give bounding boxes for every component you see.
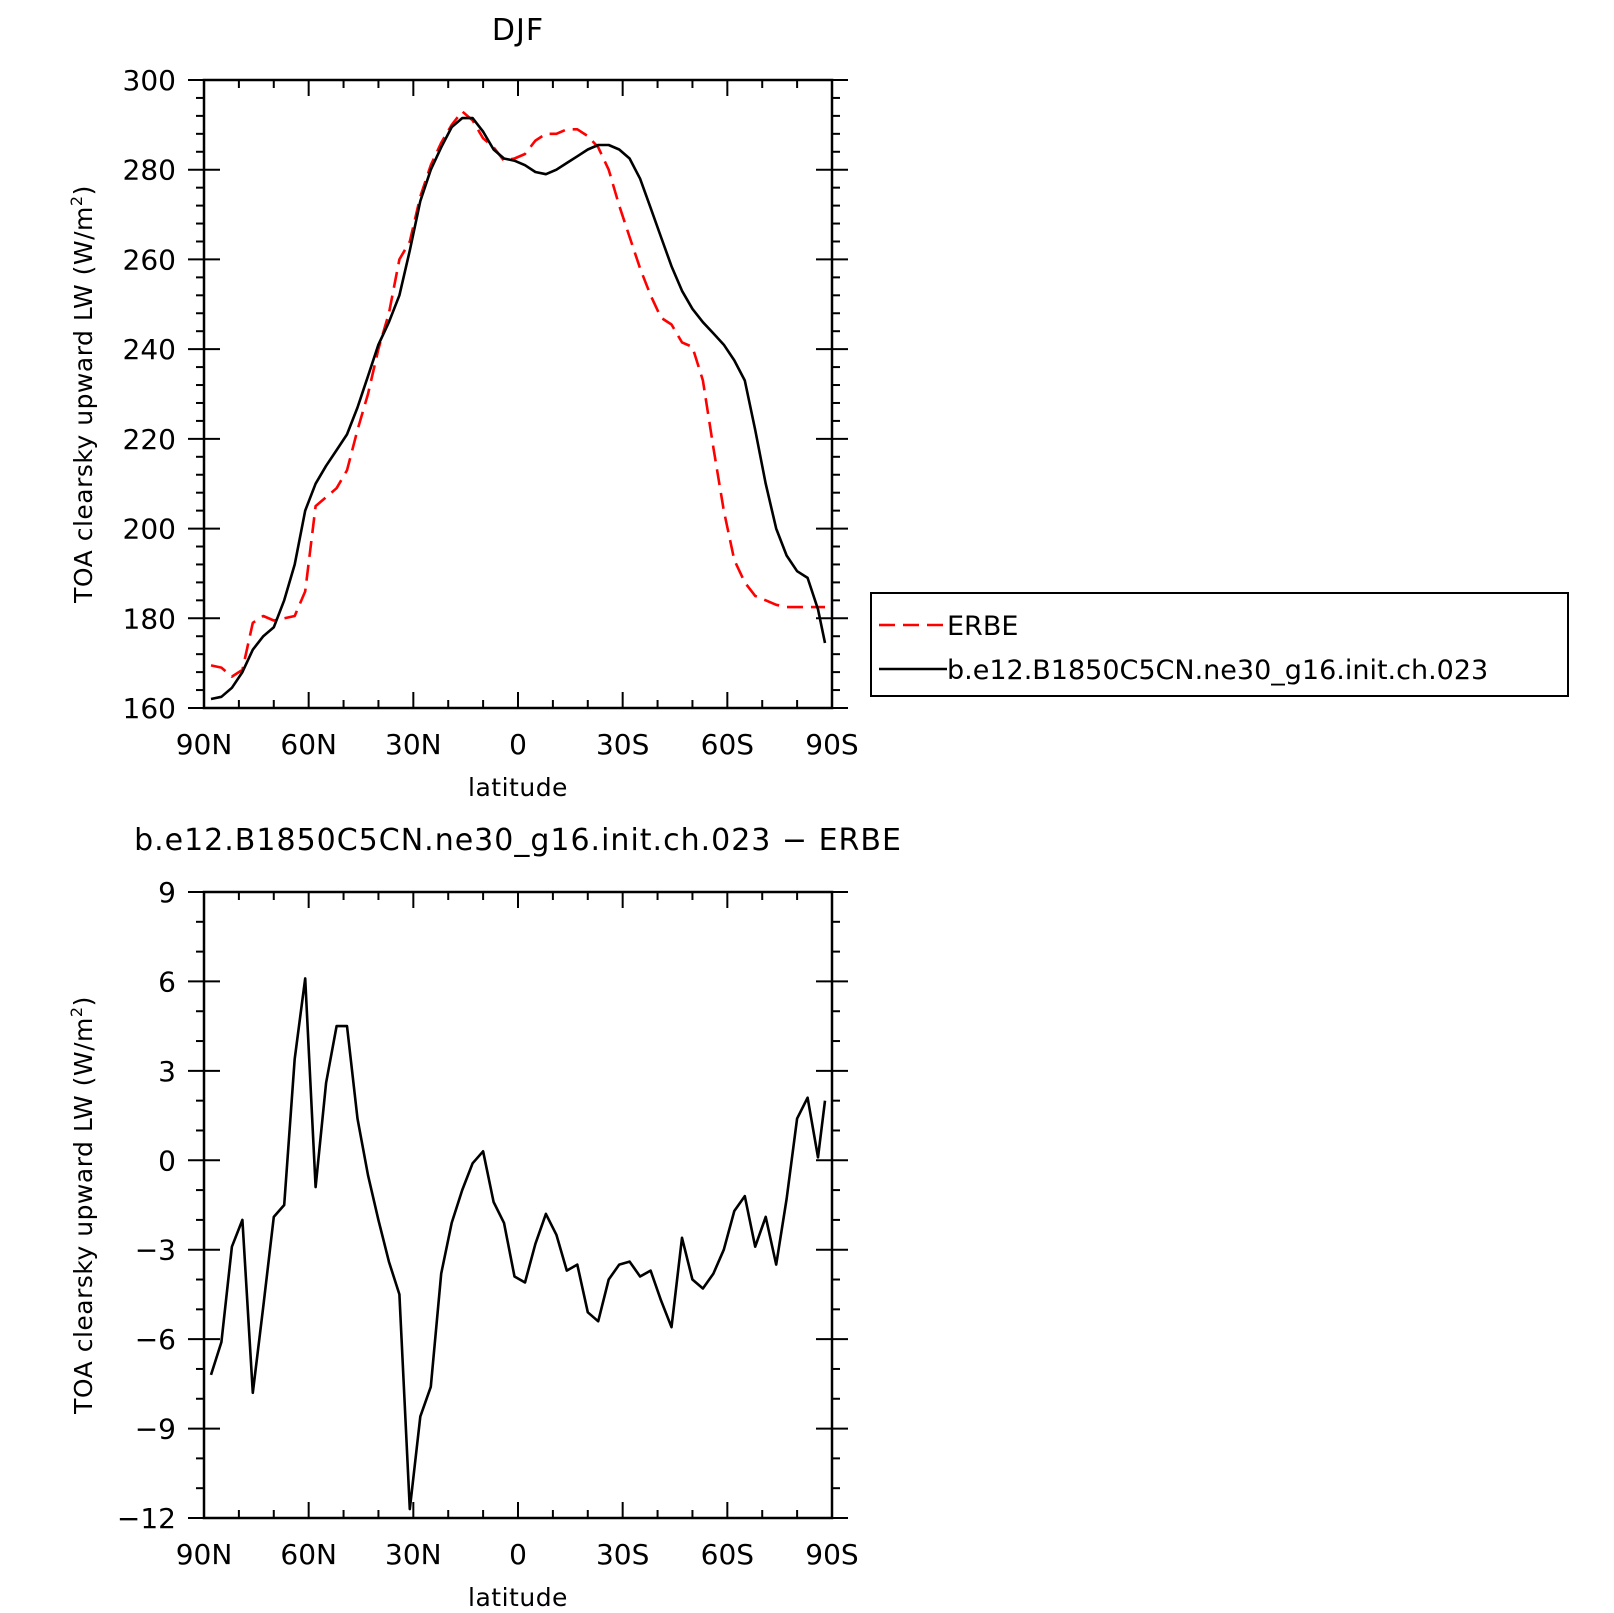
x-tick-label: 60S — [701, 728, 754, 761]
x-tick-label: 0 — [509, 1538, 527, 1571]
x-tick-label: 90S — [805, 728, 858, 761]
chart-title: b.e12.B1850C5CN.ne30_g16.init.ch.023 − E… — [134, 823, 902, 858]
x-tick-label: 30S — [596, 1538, 649, 1571]
plot-frame — [202, 78, 834, 710]
y-tick-label: −12 — [117, 1502, 176, 1535]
top-chart-panel: DJF 90N 60N 30N 0 30S 60S 90S 160 180 200 220 240 260… — [67, 13, 859, 802]
x-tick-label: 90N — [176, 1538, 233, 1571]
x-tick-label: 60N — [280, 1538, 337, 1571]
x-tick-label: 90S — [805, 1538, 858, 1571]
y-tick-label: 180 — [123, 602, 176, 635]
y-tick-label: 240 — [123, 333, 176, 366]
y-tick-label: 160 — [123, 692, 176, 725]
y-tick-label: −3 — [135, 1234, 176, 1267]
x-axis-title: latitude — [468, 1583, 568, 1612]
y-tick-label: −6 — [135, 1323, 176, 1356]
y-tick-label: 9 — [158, 876, 176, 909]
y-tick-label: 0 — [158, 1144, 176, 1177]
x-tick-label: 60S — [701, 1538, 754, 1571]
y-axis-title: TOA clearsky upward LW (W/m2) — [67, 996, 98, 1415]
chart-title: DJF — [492, 13, 544, 48]
y-tick-label: 260 — [123, 243, 176, 276]
bottom-chart-panel: b.e12.B1850C5CN.ne30_g16.init.ch.023 − E… — [67, 823, 902, 1612]
legend-entry: b.e12.B1850C5CN.ne30_g16.init.ch.023 — [947, 655, 1488, 686]
x-tick-label: 90N — [176, 728, 233, 761]
x-tick-label: 30N — [385, 1538, 442, 1571]
x-tick-label: 60N — [280, 728, 337, 761]
x-tick-label: 0 — [509, 728, 527, 761]
y-tick-label: 280 — [123, 154, 176, 187]
legend: ERBE b.e12.B1850C5CN.ne30_g16.init.ch.023 — [870, 592, 1569, 697]
legend-entry: ERBE — [947, 611, 1018, 642]
x-axis-title: latitude — [468, 773, 568, 802]
y-tick-label: 200 — [123, 513, 176, 546]
legend-box — [870, 592, 1569, 697]
y-tick-label: 220 — [123, 423, 176, 456]
y-axis-title: TOA clearsky upward LW (W/m2) — [67, 185, 98, 604]
x-tick-label: 30N — [385, 728, 442, 761]
y-tick-label: 6 — [158, 965, 176, 998]
series-line-difference — [209, 977, 827, 1511]
y-tick-label: 3 — [158, 1055, 176, 1088]
series-line-b-e12-b1850c5cn-ne30-g16-init-ch-023 — [210, 116, 827, 701]
y-tick-label: 300 — [123, 64, 176, 97]
series-line-erbe — [210, 110, 825, 678]
y-tick-label: −9 — [135, 1413, 176, 1446]
x-tick-label: 30S — [596, 728, 649, 761]
